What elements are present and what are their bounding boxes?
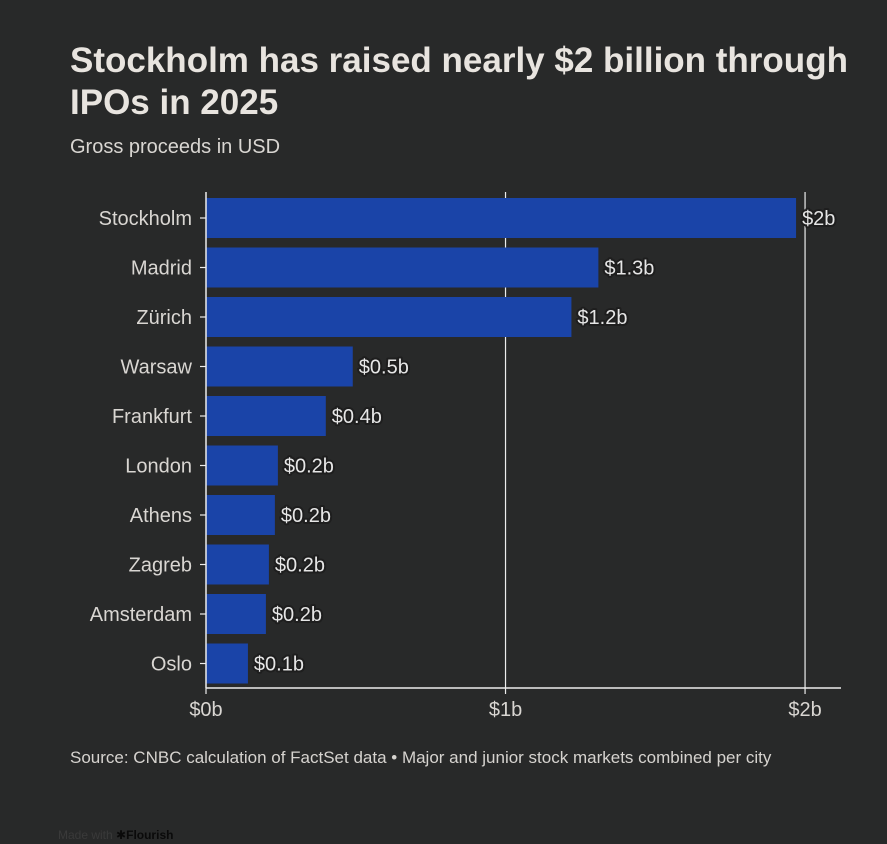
bars [206,198,797,684]
x-tick-label-1: $1b [489,699,522,721]
category-label-0: Stockholm [99,208,192,230]
value-label-5: $0.2b [284,456,334,478]
bar-chart: $0b $1b $2b Stockholm $2b Madrid $1.3b Zürich $1… [90,192,841,721]
bar-3 [206,346,353,387]
category-label-5: London [125,456,192,478]
category-label-8: Amsterdam [90,604,192,626]
value-label-8: $0.2b [272,604,322,626]
bar-6 [206,495,275,535]
value-label-4: $0.4b [332,406,382,428]
value-label-6: $0.2b [281,505,331,527]
made-with-credit[interactable]: Made with ✱Flourish [58,828,173,842]
bar-7 [206,544,269,585]
bar-8 [206,594,266,634]
category-label-7: Zagreb [129,555,192,577]
value-label-1: $1.3b [604,258,654,280]
credit-brand: Flourish [126,828,174,842]
axes [200,192,841,694]
category-label-9: Oslo [151,654,192,676]
x-tick-label-2: $2b [788,699,821,721]
category-label-1: Madrid [131,258,192,280]
x-tick-label-0: $0b [189,699,222,721]
bar-1 [206,247,599,288]
value-label-3: $0.5b [359,357,409,379]
bar-5 [206,445,278,486]
bar-4 [206,396,326,436]
category-label-4: Frankfurt [112,406,192,428]
source-note: Source: CNBC calculation of FactSet data… [70,748,772,767]
labels: $0b $1b $2b Stockholm $2b Madrid $1.3b Zürich $1… [90,206,838,721]
category-label-3: Warsaw [121,357,193,379]
chart-title: Stockholm has raised nearly $2 billion t… [70,41,848,122]
bar-2 [206,297,572,337]
value-label-2: $1.2b [577,307,627,329]
flourish-logo-icon: ✱ [116,828,127,842]
credit-prefix: Made with [58,828,113,842]
chart-subtitle: Gross proceeds in USD [70,136,281,158]
category-label-6: Athens [130,505,192,527]
value-label-7: $0.2b [275,555,325,577]
category-label-2: Zürich [136,307,192,329]
value-label-0: $2b [802,208,835,230]
bar-9 [206,643,248,684]
value-label-9: $0.1b [254,654,304,676]
bar-0 [206,198,797,238]
